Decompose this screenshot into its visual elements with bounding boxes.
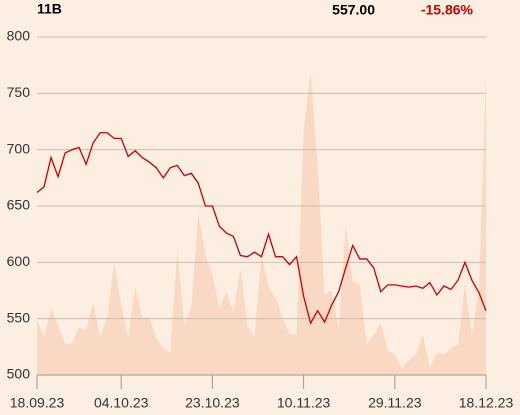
x-tick-label: 04.10.23 (94, 395, 149, 411)
x-tick-label: 18.12.23 (459, 395, 514, 411)
volume-area (37, 71, 486, 375)
price-line (36, 132, 487, 325)
y-tick-label: 750 (7, 84, 31, 100)
y-tick-label: 600 (7, 253, 31, 269)
y-tick-label: 800 (7, 28, 31, 44)
x-tick-label: 29.11.23 (368, 395, 422, 411)
x-tick-label: 10.11.23 (277, 395, 331, 411)
x-tick-label: 18.09.23 (10, 395, 65, 411)
header-label: 11B (37, 1, 62, 17)
y-tick-label: 500 (7, 366, 31, 382)
y-tick-label: 700 (7, 140, 31, 156)
y-tick-label: 650 (7, 197, 31, 213)
x-tick-label: 23.10.23 (185, 395, 240, 411)
header-change: -15.86% (421, 2, 474, 18)
header-price: 557.00 (332, 2, 375, 18)
y-tick-label: 550 (7, 309, 31, 325)
